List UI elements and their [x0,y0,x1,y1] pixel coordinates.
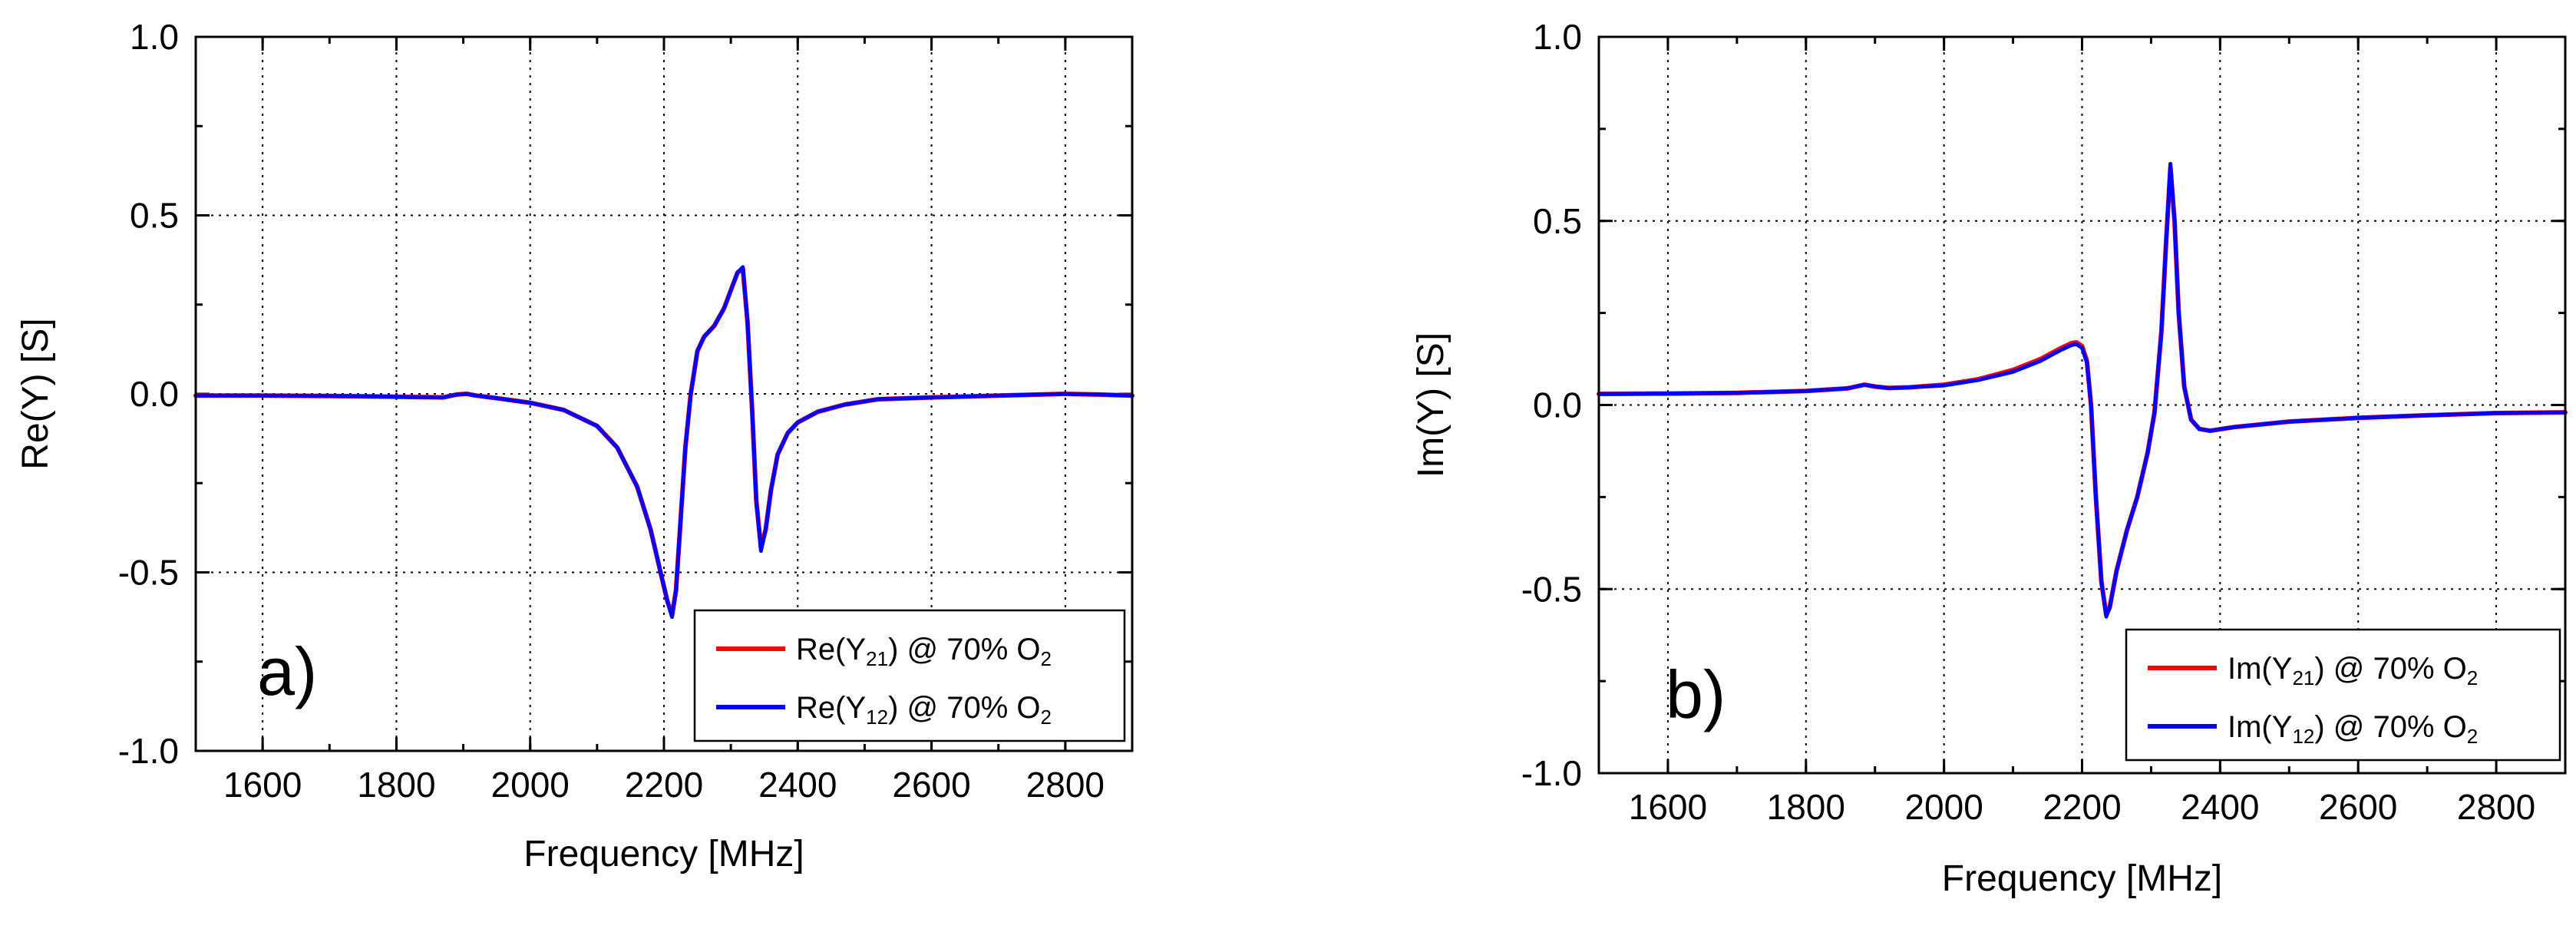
chart-b-x-tick-label-2: 2000 [1904,787,1983,827]
chart-a-y-tick-label-0: -1.0 [118,731,179,771]
chart-b-x-tick-label-4: 2400 [2181,787,2259,827]
chart-a-y-tick-label-4: 1.0 [130,17,179,57]
chart-a-x-tick-label-1: 1800 [357,765,435,805]
chart-a-y-tick-label-1: -0.5 [118,553,179,593]
chart-a-x-tick-label-0: 1600 [223,765,302,805]
chart-b-x-tick-label-0: 1600 [1629,787,1707,827]
chart-a-y-axis-title: Re(Y) [S] [15,318,56,469]
chart-b-x-tick-label-6: 2800 [2457,787,2535,827]
chart-a-x-tick-label-4: 2400 [758,765,837,805]
chart-b-legend-box [2125,628,2561,762]
chart-b-y-tick-label-1: -0.5 [1521,569,1582,609]
chart-b-y-tick-label-0: -1.0 [1521,753,1582,793]
chart-b-y-tick-label-4: 1.0 [1533,17,1582,57]
chart-a-panel-label: a) [257,633,317,709]
chart-b-legend-label-1: Im(Y21) @ 70% O2 [2228,652,2478,689]
chart-b-x-tick-label-5: 2600 [2319,787,2397,827]
chart-a-series-line-1 [193,266,1134,618]
chart-b-legend-label-2: Im(Y12) @ 70% O2 [2228,710,2478,748]
chart-a-legend-label-2: Re(Y12) @ 70% O2 [796,691,1052,729]
chart-a-x-tick-label-6: 2800 [1026,765,1105,805]
chart-b-panel-label: b) [1666,656,1726,732]
chart-b-x-axis-title: Frequency [MHz] [1942,858,2222,899]
chart-b-x-tick-label-3: 2200 [2043,787,2121,827]
chart-b-series-line-2 [1597,161,2568,619]
chart-a-legend-box [693,609,1126,742]
chart-a-legend-label-1: Re(Y21) @ 70% O2 [796,633,1052,670]
chart-b-x-tick-label-1: 1800 [1767,787,1845,827]
chart-a-x-axis-title: Frequency [MHz] [523,834,804,874]
chart-b-y-axis-title: Im(Y) [S] [1411,332,1451,478]
chart-a-x-tick-label-2: 2000 [491,765,570,805]
chart-a-plot-frame [194,35,1134,752]
chart-b-plot-frame [1597,35,2567,775]
chart-a-y-tick-label-2: 0.0 [130,374,179,414]
chart-a-series-line-2 [193,265,1134,620]
chart-b-y-tick-label-2: 0.0 [1533,385,1582,425]
chart-a-x-tick-label-3: 2200 [625,765,703,805]
chart-a-x-tick-label-5: 2600 [892,765,970,805]
chart-a-y-tick-label-3: 0.5 [130,196,179,236]
chart-b-y-tick-label-3: 0.5 [1533,201,1582,241]
